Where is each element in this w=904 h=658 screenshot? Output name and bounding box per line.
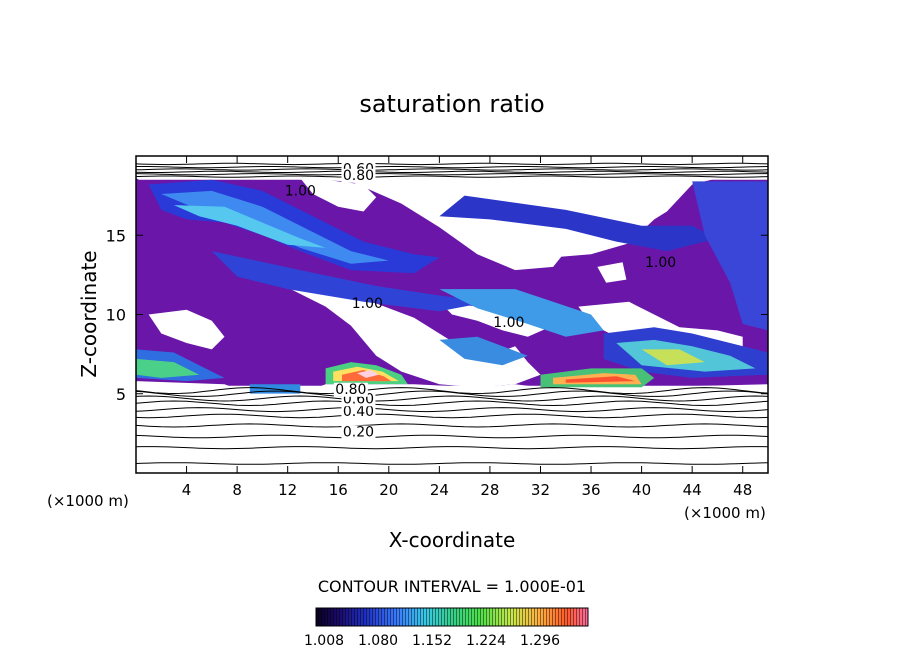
contour-label-bg	[333, 382, 368, 397]
contour-label: 1.00	[493, 315, 524, 331]
y-axis-ticks: 5 10 15	[106, 226, 768, 404]
light-streak-upper	[173, 205, 326, 248]
contour-label: 0.20	[343, 425, 374, 441]
saturation-field	[136, 156, 768, 473]
x-tick-label: 4	[182, 481, 192, 499]
blue-edge-right	[692, 181, 768, 331]
contour-label-bg	[341, 168, 376, 183]
x-axis-ticks: 4 8 12 16 20 24 28 32 36 40 44 48	[182, 156, 752, 499]
contour-upper	[136, 162, 768, 166]
x-tick-label: 8	[232, 481, 242, 499]
x-unit-left: (×1000 m)	[47, 492, 129, 510]
x-unit-right: (×1000 m)	[684, 504, 766, 522]
contour-upper	[136, 168, 768, 171]
contour-interval: CONTOUR INTERVAL = 1.000E-01	[318, 577, 586, 596]
red-hotspot-2	[565, 376, 636, 383]
subsaturated-lower	[136, 381, 768, 473]
dry-region-notch	[597, 262, 627, 283]
blue-streak-right	[439, 195, 718, 252]
colorbar-labels: 1.008 1.080 1.152 1.224 1.296	[304, 633, 560, 649]
chart-title: saturation ratio	[359, 90, 544, 118]
contour-label-bg	[341, 404, 376, 419]
contour-upper	[136, 166, 768, 169]
contour-lines	[136, 162, 768, 465]
contour-lower	[136, 395, 768, 402]
contour-label: 0.40	[343, 404, 374, 420]
edge-fill	[136, 178, 162, 207]
contour-label: 1.00	[352, 296, 383, 312]
x-axis-title: X-coordinate	[389, 528, 516, 552]
colorbar-label: 1.224	[466, 633, 506, 649]
colorbar-label: 1.080	[358, 633, 398, 649]
contour-label: 0.80	[343, 168, 374, 184]
contour-label: 1.00	[645, 255, 676, 271]
x-tick-label: 48	[733, 481, 752, 499]
contour-upper	[136, 175, 768, 178]
colorbar-label: 1.008	[304, 633, 344, 649]
contour-lower	[136, 423, 768, 428]
colorbar-label: 1.152	[412, 633, 452, 649]
pink-core-1	[357, 370, 379, 378]
contour-lower	[136, 413, 768, 419]
contour-label: 0.80	[335, 382, 366, 398]
x-tick-label: 40	[632, 481, 651, 499]
green-patch-left	[136, 358, 200, 378]
x-tick-label: 20	[379, 481, 398, 499]
cyan-patch-center	[439, 336, 528, 366]
dry-region-cap	[262, 178, 377, 212]
blue-streak-middle	[211, 251, 490, 312]
contour-lower	[136, 446, 768, 450]
x-tick-label: 44	[683, 481, 702, 499]
contour-lower	[136, 387, 768, 395]
colorbar-label: 1.296	[520, 633, 560, 649]
y-tick-label: 10	[106, 306, 126, 325]
x-tick-label: 16	[329, 481, 348, 499]
contour-lower	[136, 400, 768, 407]
y-tick-label: 15	[106, 226, 126, 245]
x-tick-label: 24	[430, 481, 449, 499]
contour-lower	[136, 407, 768, 413]
y-axis-title: Z-coordinate	[77, 250, 101, 377]
contour-lower	[136, 462, 768, 465]
colorbar-ticks	[316, 608, 588, 626]
x-tick-label: 28	[480, 481, 499, 499]
cyan-streak-middle	[439, 289, 604, 337]
contour-label-bg	[341, 425, 376, 440]
contour-labels: 0.200.400.600.801.001.001.001.000.600.80	[285, 161, 676, 441]
contour-upper	[136, 170, 768, 173]
x-tick-label: 36	[581, 481, 600, 499]
y-tick-label: 5	[116, 385, 126, 404]
x-tick-label: 32	[531, 481, 550, 499]
dry-region-left	[148, 309, 225, 350]
contour-upper	[136, 173, 768, 176]
yellow-patch-right	[641, 349, 705, 366]
x-tick-label: 12	[278, 481, 297, 499]
dry-region-middle	[287, 287, 541, 388]
contour-lower	[136, 434, 768, 439]
contour-label: 1.00	[285, 184, 316, 200]
